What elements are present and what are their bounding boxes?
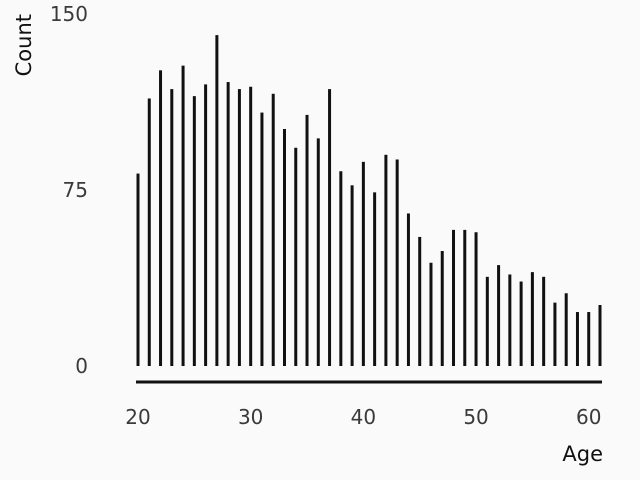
x-tick-label: 60 xyxy=(576,405,601,429)
bars-group xyxy=(136,35,602,367)
x-tick-label: 40 xyxy=(351,405,376,429)
x-axis-title: Age xyxy=(562,442,603,466)
x-tick-label: 20 xyxy=(125,405,150,429)
bar-age-28 xyxy=(226,82,230,367)
bar-age-37 xyxy=(328,89,332,366)
bar-age-31 xyxy=(260,112,264,366)
bar-age-52 xyxy=(497,265,501,366)
bar-age-24 xyxy=(181,65,185,366)
bar-age-46 xyxy=(429,262,433,366)
bar-age-33 xyxy=(282,128,286,366)
bar-age-36 xyxy=(316,138,320,366)
bar-age-39 xyxy=(350,185,354,366)
y-tick-labels: 0 75 150 xyxy=(50,2,88,378)
bar-age-51 xyxy=(485,276,489,366)
bar-age-30 xyxy=(249,86,253,366)
bar-age-22 xyxy=(159,70,163,366)
bar-age-34 xyxy=(294,147,298,366)
bar-age-61 xyxy=(598,304,602,366)
bar-age-44 xyxy=(406,213,410,366)
y-tick-label: 75 xyxy=(63,178,88,202)
bar-age-60 xyxy=(587,312,591,366)
bar-age-49 xyxy=(463,229,467,366)
bar-age-41 xyxy=(373,192,377,366)
bar-age-54 xyxy=(519,281,523,366)
bar-age-29 xyxy=(237,89,241,366)
bar-age-23 xyxy=(170,89,174,366)
bar-age-27 xyxy=(215,35,219,367)
bar-age-59 xyxy=(575,312,579,366)
bar-age-50 xyxy=(474,232,478,366)
bar-age-40 xyxy=(361,161,365,366)
x-tick-label: 50 xyxy=(463,405,488,429)
bar-age-21 xyxy=(147,98,151,366)
bar-age-25 xyxy=(192,96,196,366)
bar-age-48 xyxy=(452,229,456,366)
y-axis-title: Count xyxy=(12,14,36,76)
bar-age-42 xyxy=(384,154,388,366)
bar-age-56 xyxy=(542,276,546,366)
bar-age-38 xyxy=(339,171,343,366)
bar-age-53 xyxy=(508,274,512,366)
bar-age-43 xyxy=(395,159,399,366)
bar-age-35 xyxy=(305,114,309,366)
bar-age-55 xyxy=(530,272,534,366)
bar-age-20 xyxy=(136,173,140,366)
bar-age-58 xyxy=(564,293,568,366)
bar-age-26 xyxy=(204,84,208,367)
bar-age-47 xyxy=(440,251,444,366)
bar-age-45 xyxy=(418,236,422,366)
x-tick-label: 30 xyxy=(238,405,263,429)
y-tick-label: 0 xyxy=(75,354,88,378)
bar-age-57 xyxy=(553,302,557,366)
y-tick-label: 150 xyxy=(50,2,88,26)
bar-age-32 xyxy=(271,93,275,366)
x-tick-labels: 20 30 40 50 60 xyxy=(125,405,601,429)
